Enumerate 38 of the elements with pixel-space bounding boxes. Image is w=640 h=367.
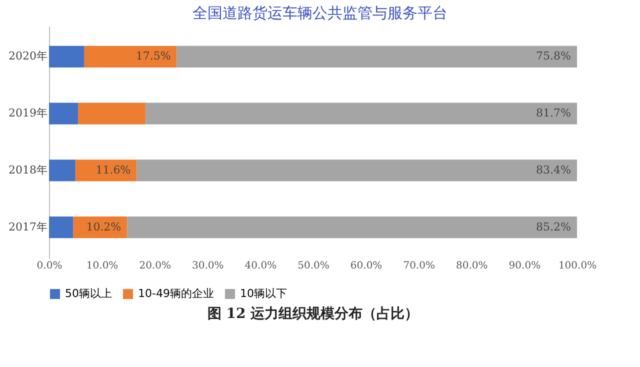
bar — [49, 102, 78, 124]
x-tick-label: 50.0% — [298, 260, 330, 272]
bar — [146, 102, 577, 124]
x-tick-label: 80.0% — [456, 260, 488, 272]
bar — [176, 46, 577, 68]
text: 全国道路货运车辆公共监管与服务平台 — [192, 4, 448, 23]
bar — [49, 160, 76, 182]
bar — [49, 46, 84, 68]
y-tick-label: 2020年 — [8, 50, 48, 63]
data-label: 11.6% — [96, 163, 131, 176]
legend-label: 10辆以下 — [240, 287, 287, 300]
legend-label: 10-49辆的企业 — [138, 287, 214, 300]
text: 图 12 运力组织规模分布（占比） — [207, 306, 419, 322]
x-tick-label: 0.0% — [36, 260, 62, 272]
bar — [78, 102, 146, 124]
x-tick-label: 30.0% — [192, 260, 224, 272]
y-tick-label: 2019年 — [8, 106, 48, 120]
x-tick-label: 20.0% — [139, 260, 171, 272]
bar — [75, 160, 137, 182]
data-label: 85.2% — [536, 220, 571, 234]
bar — [127, 216, 577, 238]
data-label: 10.2% — [86, 220, 122, 234]
data-label: 83.4% — [536, 163, 571, 176]
x-tick-label: 100.0% — [558, 260, 597, 272]
x-tick-label: 70.0% — [403, 260, 435, 272]
bar — [84, 46, 177, 68]
bar — [49, 216, 74, 238]
x-tick-label: 60.0% — [350, 260, 382, 272]
x-tick-label: 10.0% — [86, 260, 118, 272]
x-tick-label: 40.0% — [244, 260, 277, 272]
y-tick-label: 2017年 — [8, 220, 48, 234]
data-label: 81.7% — [536, 106, 571, 120]
y-tick-label: 2018年 — [8, 163, 48, 176]
legend-label: 50辆以上 — [65, 287, 112, 300]
bar — [136, 160, 577, 182]
data-label: 75.8% — [536, 50, 571, 63]
data-label: 17.5% — [136, 50, 171, 63]
x-tick-label: 90.0% — [508, 260, 541, 272]
